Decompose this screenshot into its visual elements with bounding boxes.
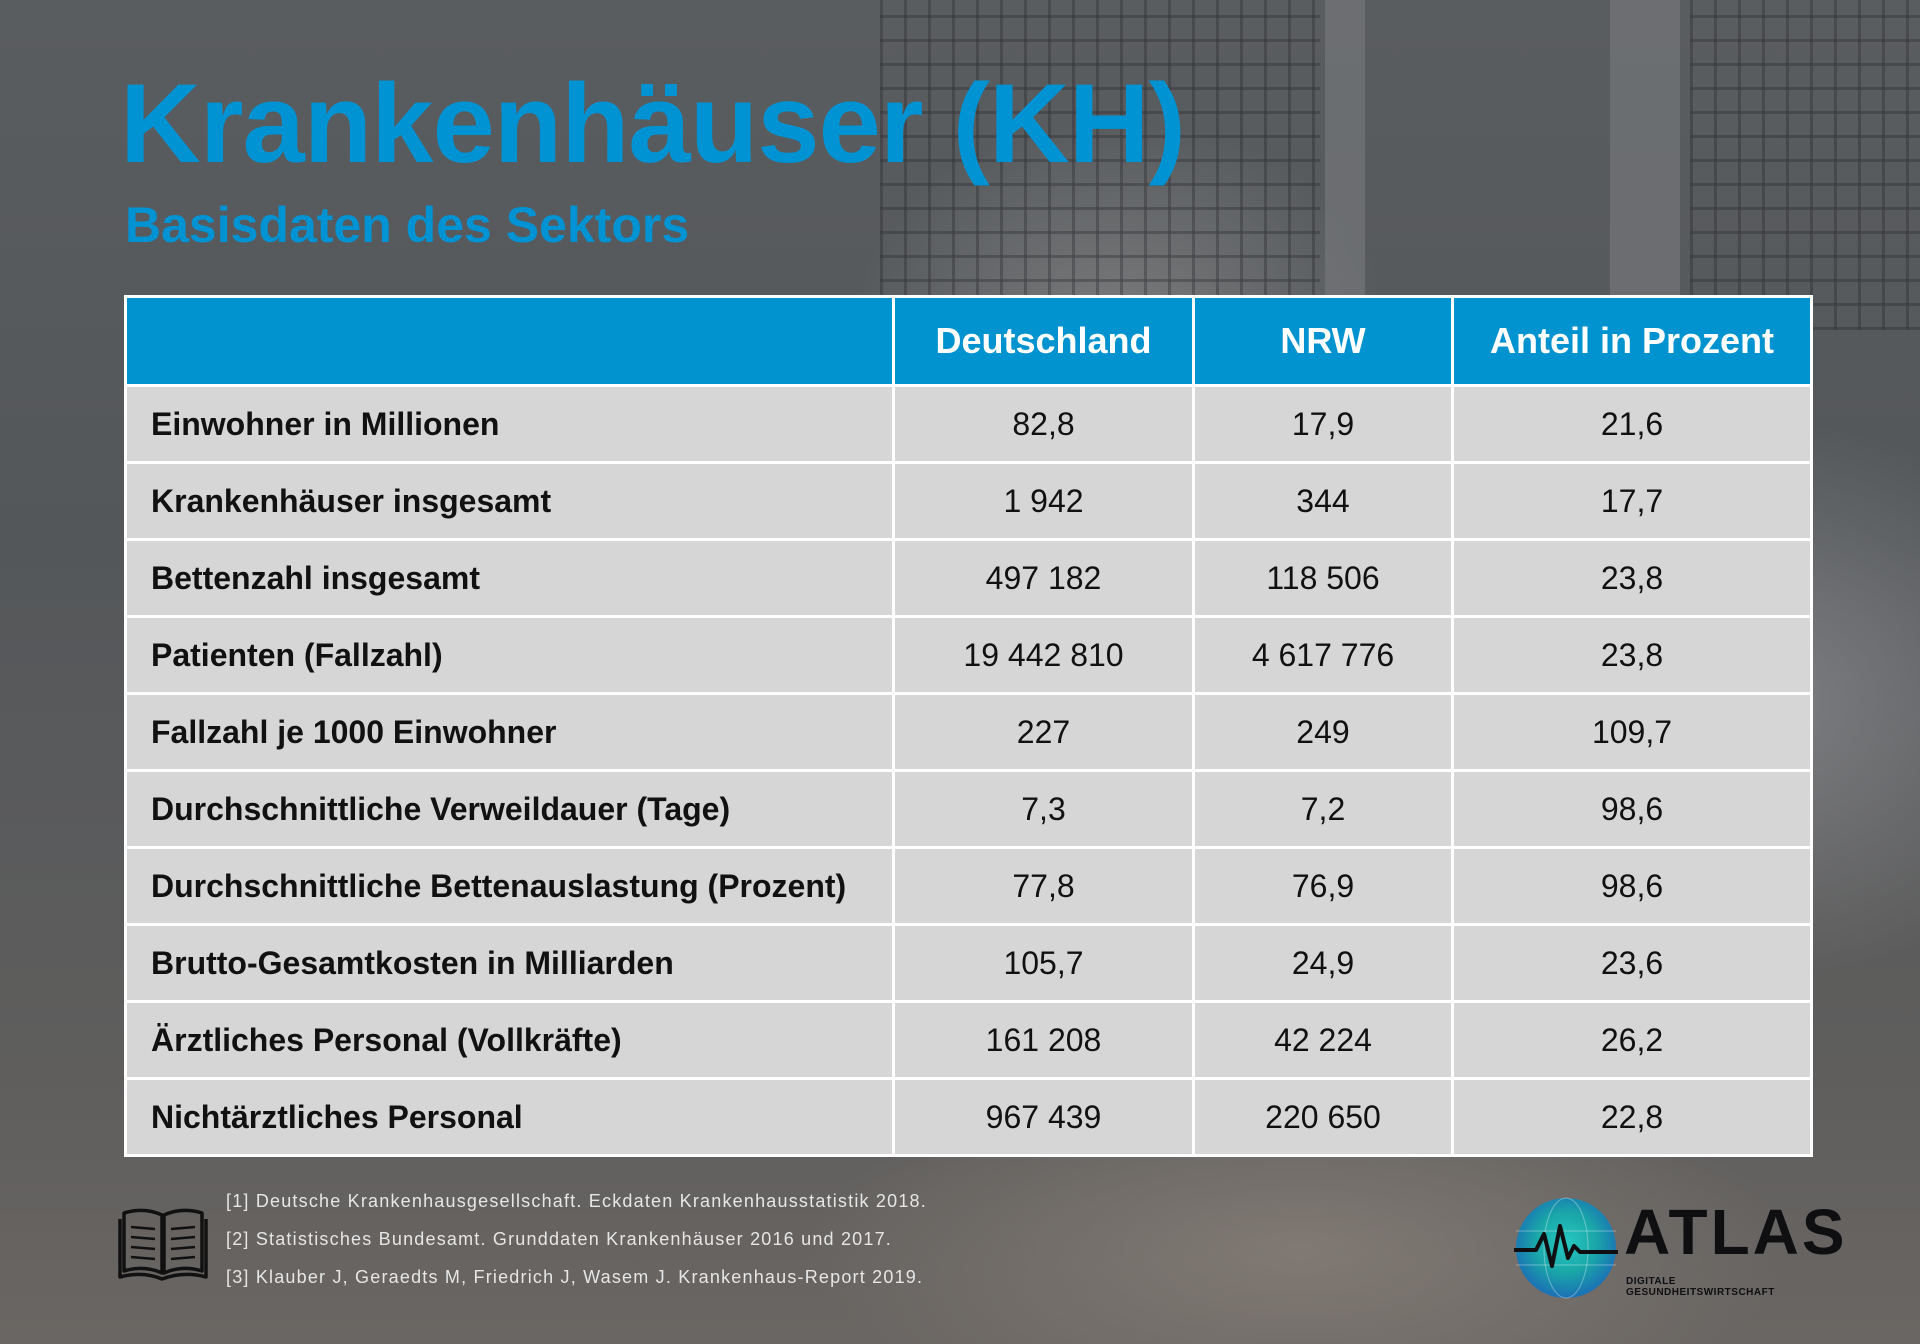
reference-list: [1] Deutsche Krankenhausgesellschaft. Ec…	[226, 1188, 927, 1302]
cell-deutschland: 77,8	[892, 846, 1195, 926]
table-row: Ärztliches Personal (Vollkräfte) 161 208…	[124, 1000, 1813, 1080]
book-icon	[118, 1208, 208, 1281]
row-label: Ärztliches Personal (Vollkräfte)	[124, 1000, 895, 1080]
cell-share: 109,7	[1451, 692, 1813, 772]
cell-share: 21,6	[1451, 384, 1813, 464]
table-row: Durchschnittliche Verweildauer (Tage) 7,…	[124, 769, 1813, 849]
row-label: Einwohner in Millionen	[124, 384, 895, 464]
row-label: Patienten (Fallzahl)	[124, 615, 895, 695]
reference-item: [2] Statistisches Bundesamt. Grunddaten …	[226, 1229, 892, 1249]
cell-share: 22,8	[1451, 1077, 1813, 1157]
cell-nrw: 344	[1192, 461, 1454, 541]
table-row: Krankenhäuser insgesamt 1 942 344 17,7	[124, 461, 1813, 541]
cell-deutschland: 82,8	[892, 384, 1195, 464]
cell-nrw: 7,2	[1192, 769, 1454, 849]
cell-deutschland: 19 442 810	[892, 615, 1195, 695]
table-header-row: Deutschland NRW Anteil in Prozent	[124, 295, 1813, 387]
table-row: Nichtärztliches Personal 967 439 220 650…	[124, 1077, 1813, 1157]
cell-deutschland: 161 208	[892, 1000, 1195, 1080]
cell-share: 98,6	[1451, 769, 1813, 849]
cell-share: 23,8	[1451, 538, 1813, 618]
cell-nrw: 220 650	[1192, 1077, 1454, 1157]
table-row: Fallzahl je 1000 Einwohner 227 249 109,7	[124, 692, 1813, 772]
page-subtitle: Basisdaten des Sektors	[125, 197, 690, 253]
cell-deutschland: 7,3	[892, 769, 1195, 849]
row-label: Bettenzahl insgesamt	[124, 538, 895, 618]
table-row: Brutto-Gesamtkosten in Milliarden 105,7 …	[124, 923, 1813, 1003]
reference-item: [1] Deutsche Krankenhausgesellschaft. Ec…	[226, 1191, 927, 1211]
cell-deutschland: 105,7	[892, 923, 1195, 1003]
cell-deutschland: 1 942	[892, 461, 1195, 541]
page-title: Krankenhäuser (KH)	[120, 61, 1186, 186]
column-header-share: Anteil in Prozent	[1451, 295, 1813, 387]
cell-nrw: 76,9	[1192, 846, 1454, 926]
row-label: Brutto-Gesamtkosten in Milliarden	[124, 923, 895, 1003]
cell-share: 17,7	[1451, 461, 1813, 541]
cell-share: 23,8	[1451, 615, 1813, 695]
atlas-logo: ATLAS DIGITALE GESUNDHEITSWIRTSCHAFT	[1514, 1196, 1845, 1300]
cell-deutschland: 497 182	[892, 538, 1195, 618]
row-label: Durchschnittliche Bettenauslastung (Proz…	[124, 846, 895, 926]
table-row: Durchschnittliche Bettenauslastung (Proz…	[124, 846, 1813, 926]
cell-nrw: 42 224	[1192, 1000, 1454, 1080]
cell-deutschland: 227	[892, 692, 1195, 772]
row-label: Nichtärztliches Personal	[124, 1077, 895, 1157]
row-label: Durchschnittliche Verweildauer (Tage)	[124, 769, 895, 849]
cell-nrw: 249	[1192, 692, 1454, 772]
logo-wordmark: ATLAS	[1624, 1196, 1848, 1268]
cell-nrw: 118 506	[1192, 538, 1454, 618]
cell-share: 98,6	[1451, 846, 1813, 926]
table-row: Einwohner in Millionen 82,8 17,9 21,6	[124, 384, 1813, 464]
globe-pulse-icon	[1514, 1197, 1618, 1299]
cell-deutschland: 967 439	[892, 1077, 1195, 1157]
cell-share: 26,2	[1451, 1000, 1813, 1080]
column-header-label	[124, 295, 895, 387]
column-header-deutschland: Deutschland	[892, 295, 1195, 387]
hospital-data-table: Deutschland NRW Anteil in Prozent Einwoh…	[124, 295, 1813, 1157]
row-label: Fallzahl je 1000 Einwohner	[124, 692, 895, 772]
cell-nrw: 17,9	[1192, 384, 1454, 464]
cell-nrw: 4 617 776	[1192, 615, 1454, 695]
row-label: Krankenhäuser insgesamt	[124, 461, 895, 541]
cell-share: 23,6	[1451, 923, 1813, 1003]
reference-item: [3] Klauber J, Geraedts M, Friedrich J, …	[226, 1267, 924, 1287]
cell-nrw: 24,9	[1192, 923, 1454, 1003]
table-row: Bettenzahl insgesamt 497 182 118 506 23,…	[124, 538, 1813, 618]
column-header-nrw: NRW	[1192, 295, 1454, 387]
logo-tagline: DIGITALE GESUNDHEITSWIRTSCHAFT	[1626, 1276, 1775, 1298]
table-row: Patienten (Fallzahl) 19 442 810 4 617 77…	[124, 615, 1813, 695]
